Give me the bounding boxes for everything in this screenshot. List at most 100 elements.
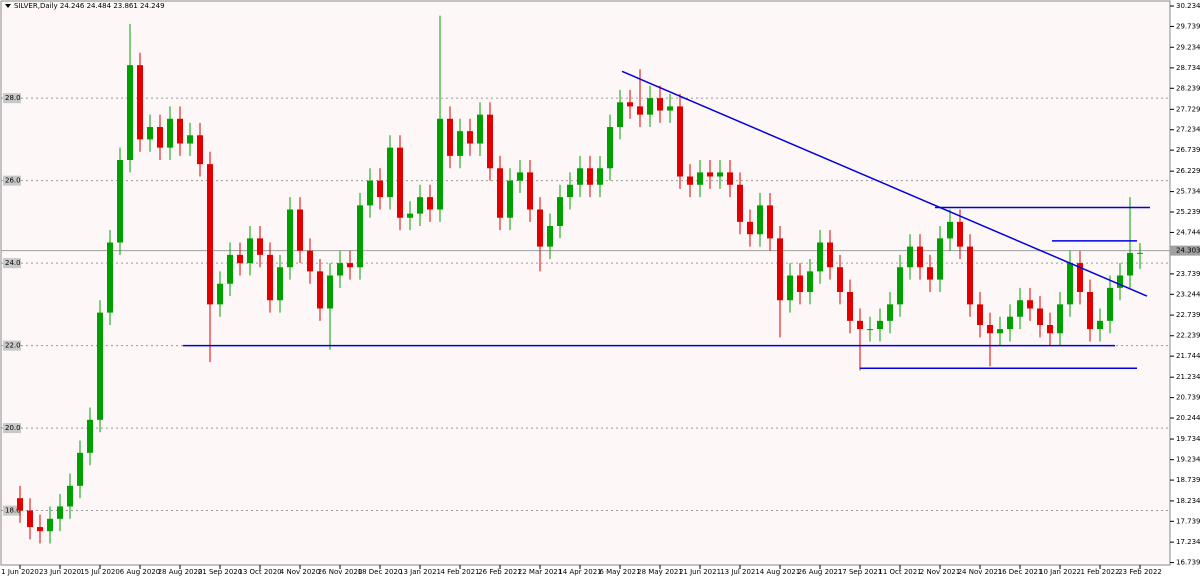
candle-body: [167, 118, 173, 148]
candle-body: [957, 221, 963, 247]
y-tick-label: 26.229: [1176, 167, 1200, 175]
candle-body: [227, 254, 233, 284]
candle-body: [127, 65, 133, 161]
candle-body: [827, 242, 833, 268]
candle-body: [617, 102, 623, 128]
level-label: 24.0: [5, 259, 21, 267]
level-label: 28.0: [5, 94, 21, 102]
candle-body: [977, 304, 983, 325]
candle-body: [717, 172, 723, 177]
candle-body: [247, 238, 253, 264]
candle-body: [857, 320, 863, 330]
level-label: 18.0: [5, 507, 21, 515]
candle-body: [1087, 291, 1093, 330]
y-tick-label: 18.234: [1176, 497, 1200, 505]
candle-body: [457, 131, 463, 156]
x-tick-label: 21 Jun 2021: [679, 568, 721, 576]
candle-body: [77, 452, 83, 486]
chart-title: SILVER,Daily 24.246 24.484 23.861 24.249: [14, 2, 165, 10]
candle-body: [567, 184, 573, 198]
candle-body: [607, 127, 613, 169]
y-tick-label: 22.239: [1176, 332, 1200, 340]
y-tick-label: 26.739: [1176, 146, 1200, 154]
x-tick-label: 17 Sep 2021: [838, 568, 882, 576]
candle-body: [587, 168, 593, 185]
candle-body: [737, 184, 743, 222]
candle-body: [207, 164, 213, 305]
candle-body: [197, 135, 203, 165]
candle-body: [907, 246, 913, 268]
y-tick-label: 16.739: [1176, 559, 1200, 567]
candle-body: [487, 114, 493, 169]
y-tick-label: 24.744: [1176, 228, 1200, 236]
candle-body: [687, 176, 693, 185]
candle-body: [307, 250, 313, 272]
candle-body: [747, 221, 753, 235]
candle-body: [847, 291, 853, 321]
candle-body: [187, 135, 193, 144]
candle-body: [367, 180, 373, 206]
y-tick-label: 21.234: [1176, 373, 1200, 381]
y-tick-label: 27.234: [1176, 126, 1200, 134]
y-tick-label: 23.244: [1176, 290, 1200, 298]
candle-body: [447, 118, 453, 156]
candle-body: [317, 271, 323, 309]
trend-line: [621, 70, 1148, 297]
x-tick-label: 14 Apr 2021: [558, 568, 601, 576]
candle-body: [877, 320, 883, 330]
candle-body: [1057, 304, 1063, 334]
candle-body: [417, 197, 423, 214]
candle-body: [397, 147, 403, 218]
level-label-box: [3, 175, 21, 186]
y-tick-label: 25.734: [1176, 188, 1200, 196]
candle-body: [67, 485, 73, 507]
candle-body: [787, 275, 793, 301]
x-tick-label: 6 May 2021: [599, 568, 640, 576]
x-tick-label: 15 Jul 2020: [80, 568, 120, 576]
y-tick-label: 19.734: [1176, 435, 1200, 443]
x-tick-label: 21 Sep 2020: [198, 568, 242, 576]
bid-label-box: [1170, 245, 1200, 256]
candle-body: [217, 283, 223, 305]
candle-body: [577, 168, 583, 185]
x-tick-label: 13 Jan 2021: [399, 568, 441, 576]
x-tick-label: 4 Nov 2020: [280, 568, 320, 576]
candle-body: [57, 506, 63, 519]
candle-body: [767, 205, 773, 239]
candle-body: [497, 168, 503, 218]
x-tick-label: 6 Aug 2020: [120, 568, 160, 576]
candle-body: [407, 213, 413, 218]
candle-body: [517, 172, 523, 181]
candle-body: [897, 267, 903, 305]
candle-body: [157, 127, 163, 148]
x-tick-label: 26 Feb 2021: [478, 568, 522, 576]
y-tick-label: 20.244: [1176, 414, 1200, 422]
candle-body: [1037, 308, 1043, 325]
candle-body: [1017, 300, 1023, 317]
candle-body: [507, 180, 513, 218]
candle-body: [707, 172, 713, 177]
level-label: 20.0: [5, 424, 21, 432]
y-tick-label: 25.239: [1176, 208, 1200, 216]
candle-body: [257, 238, 263, 255]
x-tick-label: 28 May 2021: [637, 568, 683, 576]
x-tick-label: 23 Feb 2022: [1118, 568, 1162, 576]
candle-body: [37, 527, 43, 532]
candle-body: [837, 267, 843, 292]
candle-body: [97, 312, 103, 420]
candle-body: [527, 172, 533, 210]
candle-body: [477, 114, 483, 144]
candle-body: [117, 160, 123, 243]
x-tick-label: 18 Dec 2020: [358, 568, 403, 576]
x-tick-label: 26 Nov 2020: [318, 568, 363, 576]
candle-body: [137, 65, 143, 140]
candle-body: [797, 275, 803, 292]
x-tick-label: 2 Nov 2021: [920, 568, 960, 576]
candle-body: [637, 106, 643, 115]
level-label-box: [3, 93, 21, 104]
candle-body: [887, 304, 893, 321]
candle-body: [697, 172, 703, 185]
y-tick-label: 17.739: [1176, 517, 1200, 525]
candle-body: [47, 518, 53, 532]
